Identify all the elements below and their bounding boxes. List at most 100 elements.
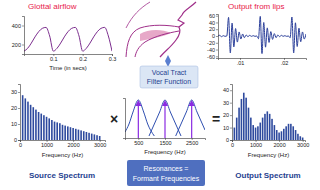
tick-mark	[216, 36, 218, 37]
bar	[75, 129, 77, 140]
bar	[32, 107, 34, 140]
tract-outline	[126, 25, 179, 57]
bar	[302, 138, 304, 140]
axis-line	[18, 85, 21, 141]
tick-label: 0	[231, 142, 234, 148]
tick-label: 2500	[186, 140, 198, 146]
x-axis-title: Frequency (Hz)	[42, 152, 83, 158]
tick: 20	[11, 105, 20, 111]
tick: 0	[19, 140, 22, 148]
tick: 40	[209, 20, 218, 26]
tick-mark	[18, 92, 20, 93]
axis-line	[22, 17, 25, 55]
tick: 20	[209, 26, 218, 32]
tick: 0.3	[109, 54, 117, 62]
tick: 0	[226, 137, 232, 143]
tick: -20	[207, 40, 218, 46]
plot-area	[22, 95, 101, 140]
tick-label: 30	[11, 89, 17, 95]
bar	[269, 114, 271, 140]
tick: 0	[212, 33, 218, 39]
annotation: Formant Frequencies	[133, 175, 200, 183]
bar	[297, 134, 299, 140]
tick-mark	[230, 103, 232, 104]
resonance-arrow	[191, 103, 192, 138]
bar	[252, 125, 254, 140]
bar	[72, 128, 74, 140]
bar	[40, 114, 42, 140]
bar	[259, 123, 261, 140]
y-axis	[123, 99, 126, 139]
bar	[48, 118, 50, 140]
annotation: Vocal Tract	[152, 69, 187, 76]
tick-label: -20	[207, 40, 215, 46]
bar	[25, 98, 27, 140]
chart-title: Glottal airflow	[28, 2, 77, 11]
bar	[281, 131, 283, 140]
tick-label: 20	[223, 112, 229, 118]
bar	[250, 118, 252, 140]
tick: 1000	[250, 140, 262, 148]
x-axis-title: Frequency (Hz)	[144, 149, 185, 155]
tick-label: 0	[14, 137, 17, 143]
bar	[59, 123, 61, 140]
tick: 3000	[297, 140, 309, 148]
bar	[96, 135, 98, 140]
y-axis: 010203040	[223, 85, 233, 144]
panel-0: 0.10.20.3200400Glottal airflowTime (in s…	[12, 2, 117, 71]
tick-label: 40	[209, 20, 215, 26]
bar	[257, 126, 259, 140]
label-box	[140, 66, 198, 88]
tick-mark	[230, 90, 232, 91]
tick: 0	[14, 137, 20, 143]
bar	[88, 133, 90, 140]
tick: 10	[11, 121, 20, 127]
x-axis: 0.10.20.3	[25, 54, 117, 62]
tick-label: 20	[11, 105, 17, 111]
bar	[295, 130, 297, 140]
label-box	[127, 160, 205, 186]
tick: 1500	[159, 138, 171, 146]
axis-line	[233, 141, 306, 143]
tick: 10	[223, 125, 232, 131]
tick: 60	[209, 13, 218, 19]
bar	[83, 131, 85, 140]
tick-mark	[216, 56, 218, 57]
bar	[86, 132, 88, 140]
tick-mark	[216, 22, 218, 23]
resonance-arrow	[164, 103, 165, 138]
x-axis: .01.02	[219, 58, 307, 66]
bar	[43, 115, 45, 140]
bar	[248, 108, 250, 140]
x-axis: 0 1000 2000 3000	[231, 140, 309, 148]
tick-label: 2000	[273, 142, 285, 148]
tick-label: -40	[207, 47, 215, 53]
chart-title: Source Spectrum	[29, 171, 95, 180]
tick: 500	[134, 138, 143, 146]
panel-3: 500 1500 2500Frequency (Hz)	[123, 99, 206, 156]
bar	[288, 124, 290, 140]
tick-label: 0	[226, 137, 229, 143]
tick: 0	[231, 140, 234, 148]
bar	[264, 114, 266, 140]
tick-mark	[216, 29, 218, 30]
bar	[234, 128, 236, 140]
chart-title: Output from lips	[228, 2, 284, 11]
tick-label: .02	[281, 60, 289, 66]
bar	[27, 102, 29, 140]
y-axis: -60-40-200204060	[207, 13, 218, 60]
tick: -60	[207, 54, 218, 60]
x-axis-title: Time (in secs)	[49, 65, 86, 71]
tick: -40	[207, 47, 218, 53]
bar	[276, 130, 278, 140]
bar	[283, 129, 285, 140]
bar	[22, 95, 24, 140]
tick: .02	[281, 58, 289, 66]
tick: 2000	[68, 140, 80, 148]
figure: 0.10.20.3200400Glottal airflowTime (in s…	[0, 0, 320, 190]
axis-line	[25, 55, 113, 57]
resonance-arrow	[138, 103, 139, 138]
bar	[78, 130, 80, 140]
bar	[292, 126, 294, 140]
bar	[285, 126, 287, 140]
